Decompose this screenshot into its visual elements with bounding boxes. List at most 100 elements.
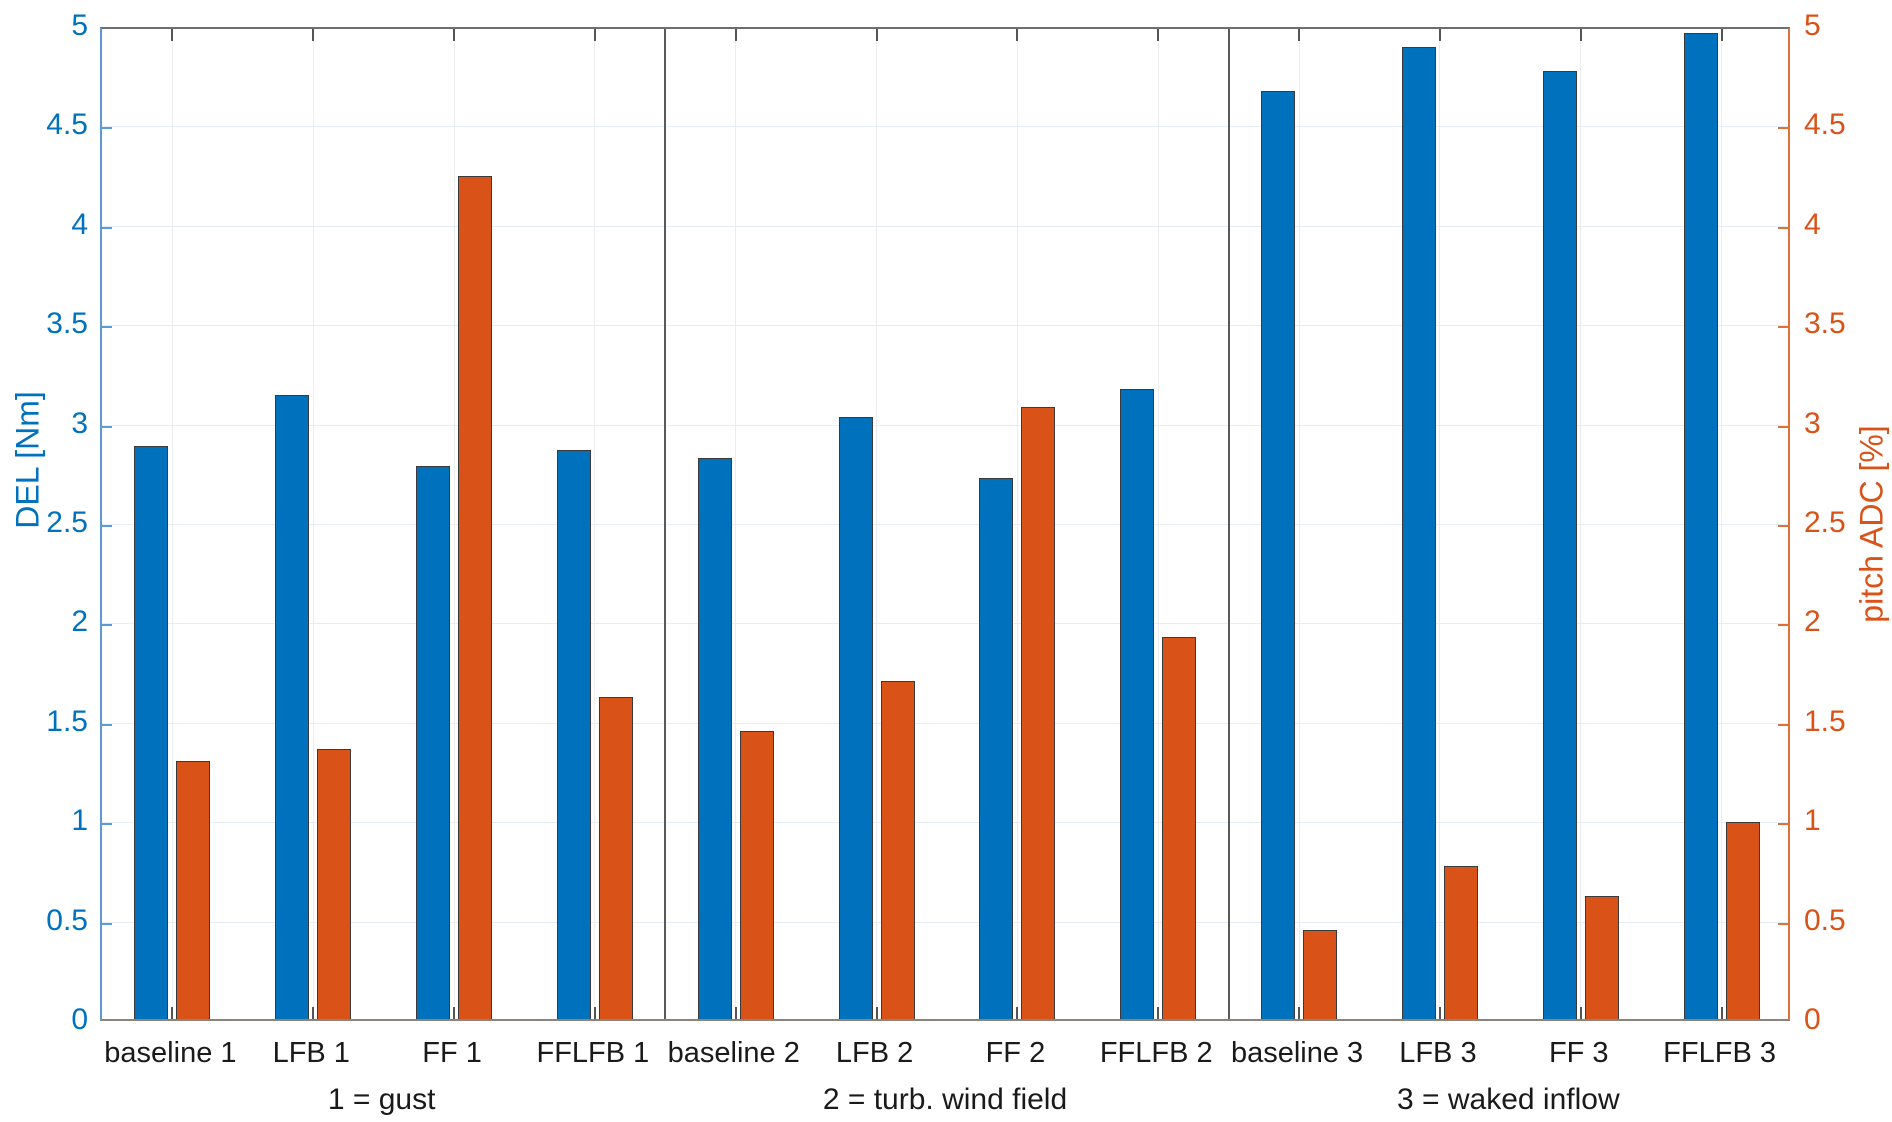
x-tick-top	[453, 29, 456, 41]
category-label: FFLFB 2	[1099, 1037, 1213, 1069]
group-label: 1 = gust	[327, 1083, 436, 1116]
category-label: LFB 1	[272, 1037, 350, 1069]
y-tick-label-right: 3.5	[1804, 307, 1846, 341]
x-tick-top	[1298, 29, 1301, 41]
x-tick-top	[593, 29, 596, 41]
horizontal-gridline	[102, 225, 1788, 227]
bar-pitch-adc	[1162, 637, 1197, 1019]
y-tick-label-right: 4.5	[1804, 108, 1846, 142]
bar-del	[838, 416, 873, 1019]
horizontal-gridline	[102, 424, 1788, 426]
bar-del	[979, 478, 1014, 1019]
category-label: baseline 3	[1230, 1037, 1364, 1069]
x-tick-bottom	[1579, 1007, 1582, 1019]
x-tick-bottom	[1298, 1007, 1301, 1019]
x-tick-bottom	[1720, 1007, 1723, 1019]
y-tick-left	[102, 525, 112, 527]
y-tick-label-left: 4.5	[46, 108, 88, 142]
y-tick-label-right: 0	[1804, 1003, 1821, 1036]
y-tick-label-left: 5	[71, 9, 88, 42]
y-tick-label-right: 1.5	[1804, 704, 1846, 738]
bar-pitch-adc	[1584, 895, 1619, 1019]
vertical-gridline	[1580, 29, 1582, 1019]
vertical-gridline	[1016, 29, 1018, 1019]
bar-pitch-adc	[176, 760, 211, 1019]
bar-del	[1542, 70, 1577, 1019]
vertical-gridline	[594, 29, 596, 1019]
vertical-gridline	[1298, 29, 1300, 1019]
y-tick-left	[102, 922, 112, 925]
y-tick-right	[1778, 922, 1788, 925]
group-label: 2 = turb. wind field	[822, 1083, 1068, 1116]
x-tick-bottom	[734, 1007, 737, 1019]
y-tick-label-right: 4	[1804, 207, 1821, 241]
bar-pitch-adc	[1303, 929, 1338, 1019]
y-tick-left	[102, 326, 112, 329]
y-tick-label-right: 5	[1804, 9, 1821, 42]
bar-pitch-adc	[458, 176, 493, 1019]
category-label: FF 3	[1548, 1037, 1609, 1069]
x-tick-bottom	[1438, 1007, 1441, 1019]
x-tick-bottom	[453, 1007, 456, 1019]
y-tick-right	[1778, 226, 1788, 229]
y-tick-left	[102, 127, 112, 130]
x-tick-bottom	[1016, 1007, 1019, 1019]
y-tick-label-left: 2	[71, 605, 88, 639]
x-tick-bottom	[875, 1007, 878, 1019]
y-tick-right	[1778, 525, 1788, 527]
x-tick-bottom	[171, 1007, 174, 1019]
bar-del	[556, 450, 591, 1019]
y-tick-label-right: 1	[1804, 804, 1821, 838]
y-tick-right	[1778, 326, 1788, 329]
y-tick-label-left: 3	[71, 406, 88, 440]
y-tick-label-right: 2	[1804, 605, 1821, 639]
group-label: 3 = waked inflow	[1397, 1083, 1620, 1116]
y-tick-left	[102, 624, 112, 627]
bar-del	[697, 458, 732, 1019]
y-tick-right	[1778, 723, 1788, 726]
y-tick-label-right: 3	[1804, 406, 1821, 440]
y-tick-label-left: 1.5	[46, 704, 88, 738]
y-tick-left	[102, 723, 112, 726]
y-tick-label-left: 3.5	[46, 307, 88, 341]
category-label: baseline 1	[104, 1037, 237, 1069]
bar-del	[1683, 32, 1718, 1019]
x-tick-bottom	[593, 1007, 596, 1019]
vertical-gridline	[1721, 29, 1723, 1019]
horizontal-gridline	[102, 822, 1788, 824]
y-tick-left	[102, 823, 112, 826]
x-tick-top	[734, 29, 737, 41]
bar-del	[134, 446, 169, 1019]
bar-pitch-adc	[739, 730, 774, 1019]
bar-pitch-adc	[1021, 406, 1056, 1019]
category-label: LFB 3	[1399, 1037, 1477, 1069]
y-tick-left	[102, 226, 112, 229]
x-tick-top	[1579, 29, 1582, 41]
horizontal-gridline	[102, 524, 1788, 525]
vertical-gridline	[876, 29, 878, 1019]
x-tick-top	[1720, 29, 1723, 41]
vertical-gridline	[312, 29, 314, 1019]
vertical-gridline	[1157, 29, 1159, 1019]
horizontal-gridline	[102, 325, 1788, 327]
category-label: LFB 2	[835, 1037, 914, 1069]
group-divider	[1227, 29, 1230, 1019]
y-tick-label-right: 0.5	[1804, 903, 1846, 937]
bar-pitch-adc	[880, 681, 915, 1019]
y-tick-label-right: 2.5	[1804, 506, 1846, 539]
y-tick-label-left: 0	[71, 1003, 88, 1036]
category-label: FFLFB 1	[536, 1037, 650, 1069]
bar-pitch-adc	[1725, 822, 1760, 1019]
x-tick-bottom	[312, 1007, 315, 1019]
x-tick-top	[312, 29, 315, 41]
bar-del	[1120, 388, 1155, 1019]
bar-del	[1401, 46, 1436, 1019]
bar-del	[275, 394, 310, 1019]
x-tick-top	[171, 29, 174, 41]
x-tick-top	[1438, 29, 1441, 41]
x-tick-bottom	[1157, 1007, 1160, 1019]
bar-del	[416, 466, 451, 1019]
bar-pitch-adc	[598, 696, 633, 1019]
y-tick-right	[1778, 425, 1788, 428]
